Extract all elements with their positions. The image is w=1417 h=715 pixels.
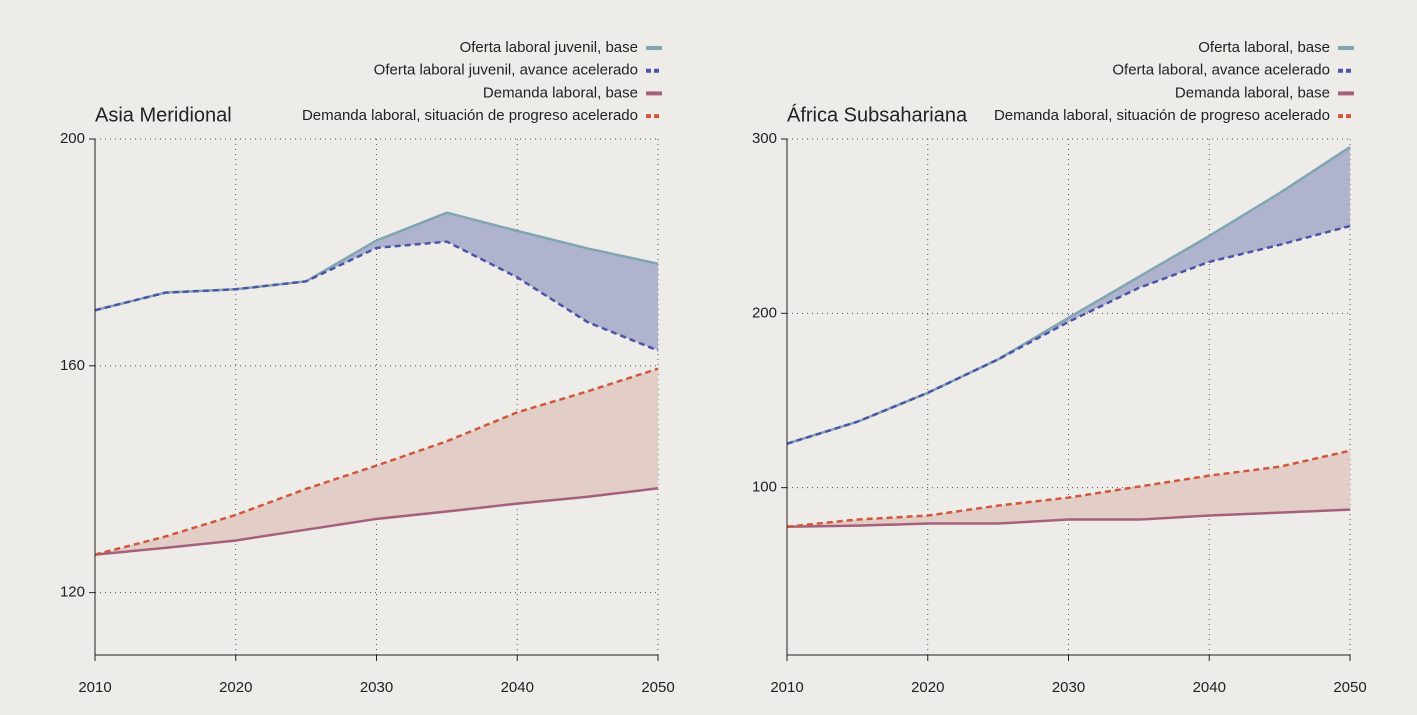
x-tick-label: 2010 — [78, 679, 111, 696]
legend-label: Oferta laboral, avance acelerado — [1112, 62, 1330, 79]
legend-label: Demanda laboral, situación de progreso a… — [302, 107, 638, 124]
x-tick-label: 2030 — [1052, 679, 1085, 696]
y-tick-label: 160 — [60, 357, 85, 374]
legend-label: Demanda laboral, base — [483, 84, 638, 101]
y-tick-label: 200 — [60, 130, 85, 147]
series-line — [786, 145, 1351, 445]
panel-title: Asia Meridional — [95, 104, 232, 126]
legend-label: Demanda laboral, situación de progreso a… — [994, 107, 1330, 124]
series-line — [786, 449, 1351, 528]
shaded-area — [95, 212, 658, 351]
legend-label: Oferta laboral, base — [1198, 39, 1330, 56]
legend-label: Demanda laboral, base — [1175, 84, 1330, 101]
series-line — [94, 240, 659, 352]
shaded-area — [95, 368, 658, 555]
y-tick-label: 200 — [752, 304, 777, 321]
x-tick-label: 2010 — [770, 679, 803, 696]
y-tick-label: 100 — [752, 479, 777, 496]
x-tick-label: 2040 — [501, 679, 534, 696]
series-line — [94, 367, 659, 556]
series-line — [94, 487, 659, 556]
legend-label: Oferta laboral juvenil, base — [460, 39, 638, 56]
series-line — [94, 211, 659, 312]
panel-title: África Subsahariana — [787, 103, 968, 126]
shaded-area — [787, 450, 1350, 527]
series-line — [786, 508, 1351, 528]
x-tick-label: 2020 — [911, 679, 944, 696]
x-tick-label: 2030 — [360, 679, 393, 696]
y-tick-label: 120 — [60, 584, 85, 601]
x-tick-label: 2050 — [641, 679, 674, 696]
x-tick-label: 2050 — [1333, 679, 1366, 696]
x-tick-label: 2020 — [219, 679, 252, 696]
x-tick-label: 2040 — [1193, 679, 1226, 696]
y-tick-label: 300 — [752, 130, 777, 147]
legend-label: Oferta laboral juvenil, avance acelerado — [374, 62, 638, 79]
